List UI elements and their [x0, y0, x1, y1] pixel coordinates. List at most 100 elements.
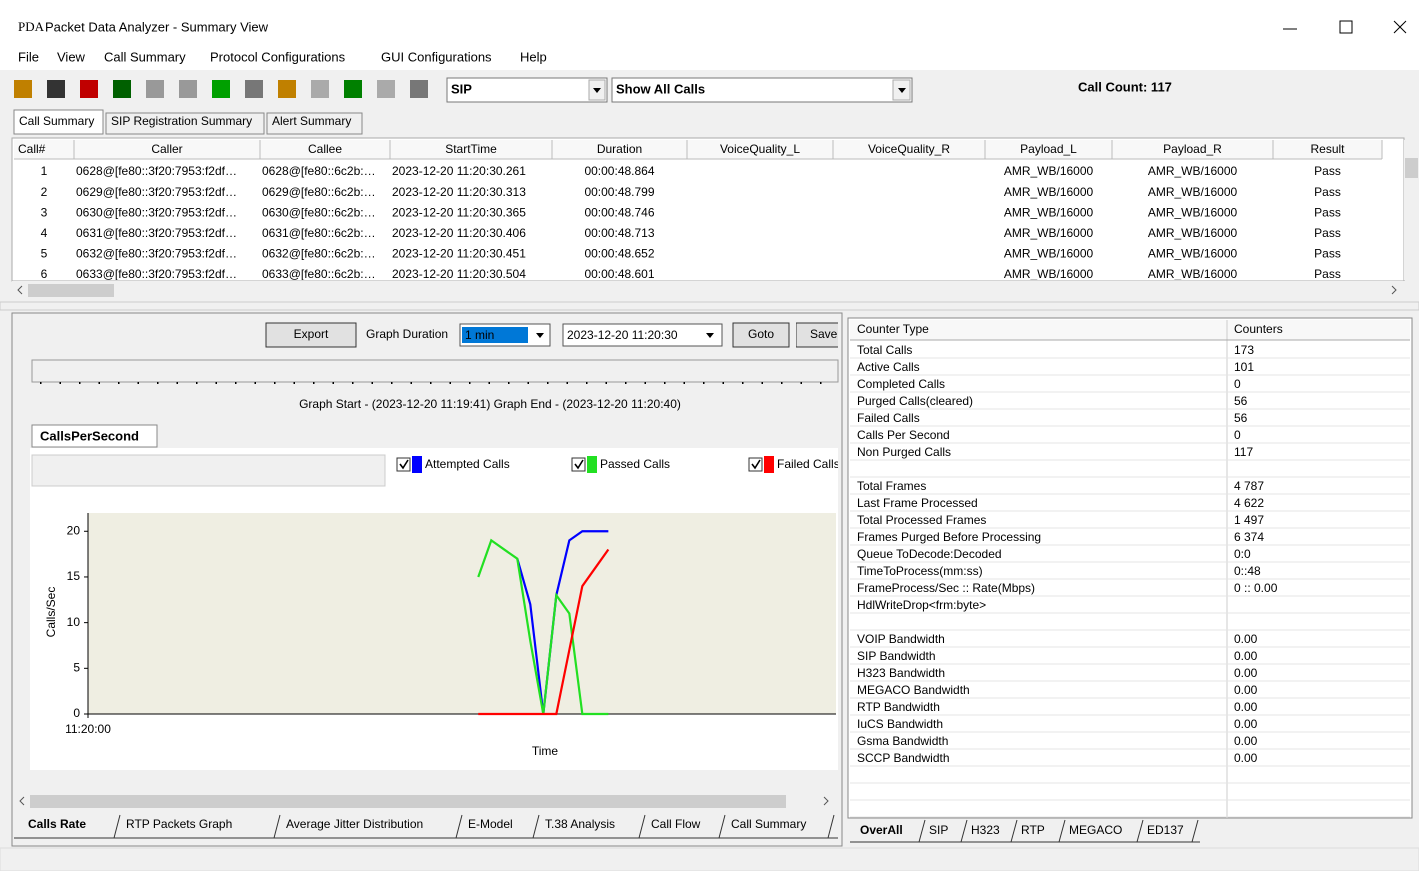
table-cell[interactable]: 5 [41, 247, 48, 261]
table-cell[interactable]: 2023-12-20 11:20:30.313 [392, 185, 526, 199]
toolbar-button[interactable] [410, 80, 428, 98]
graph-bottom-tab[interactable]: Call Flow [651, 817, 701, 831]
stat-tab[interactable]: OverAll [860, 823, 903, 837]
table-cell[interactable]: 2023-12-20 11:20:30.451 [392, 247, 526, 261]
h-scroll-thumb[interactable] [30, 795, 786, 808]
table-cell[interactable]: 0628@[fe80::6c2b:… [262, 164, 376, 178]
tab[interactable] [266, 112, 363, 135]
close-button[interactable] [1393, 20, 1407, 34]
counters-header [850, 320, 1410, 340]
table-cell[interactable]: 0630@[fe80::6c2b:… [262, 205, 376, 219]
toolbar-button[interactable] [113, 80, 131, 98]
menu-item[interactable]: Protocol Configurations [210, 49, 346, 64]
menu-item[interactable]: Help [520, 49, 547, 64]
table-cell[interactable]: AMR_WB/16000 [1148, 205, 1238, 219]
stat-tab[interactable]: MEGACO [1069, 823, 1122, 837]
toolbar-button[interactable] [344, 80, 362, 98]
table-cell[interactable]: Pass [1314, 185, 1341, 199]
table-cell[interactable]: 0631@[fe80::3f20:7953:f2df… [76, 226, 237, 240]
stat-tab[interactable]: RTP [1021, 823, 1045, 837]
table-cell[interactable]: 2 [41, 185, 48, 199]
table-cell[interactable]: 0632@[fe80::3f20:7953:f2df… [76, 247, 237, 261]
table-cell[interactable]: AMR_WB/16000 [1004, 247, 1094, 261]
graph-tab[interactable] [31, 424, 158, 448]
table-cell[interactable]: AMR_WB/16000 [1148, 267, 1238, 281]
table-cell[interactable]: 00:00:48.746 [584, 205, 654, 219]
table-cell[interactable]: 2023-12-20 11:20:30.365 [392, 205, 526, 219]
menu-item[interactable]: View [57, 49, 86, 64]
table-cell[interactable]: Pass [1314, 226, 1341, 240]
menu-item[interactable]: GUI Configurations [381, 49, 492, 64]
stat-tab[interactable]: ED137 [1147, 823, 1184, 837]
save-button[interactable] [796, 322, 856, 348]
table-cell[interactable]: AMR_WB/16000 [1148, 164, 1238, 178]
time-slider[interactable] [31, 359, 839, 383]
toolbar-button[interactable] [377, 80, 395, 98]
table-cell[interactable]: AMR_WB/16000 [1004, 205, 1094, 219]
table-cell[interactable]: 0630@[fe80::3f20:7953:f2df… [76, 205, 237, 219]
toolbar-button[interactable] [14, 80, 32, 98]
table-cell[interactable]: 2023-12-20 11:20:30.261 [392, 164, 526, 178]
table-cell[interactable]: 00:00:48.799 [584, 185, 654, 199]
tab[interactable] [13, 109, 104, 135]
protocol-select[interactable] [446, 77, 608, 103]
stat-tab[interactable]: H323 [971, 823, 1000, 837]
table-cell[interactable]: 00:00:48.601 [584, 267, 654, 281]
table-cell[interactable]: 00:00:48.652 [584, 247, 654, 261]
toolbar-button[interactable] [47, 80, 65, 98]
table-cell[interactable]: AMR_WB/16000 [1004, 164, 1094, 178]
h-scroll-thumb[interactable] [28, 284, 114, 297]
graph-bottom-tab[interactable]: E-Model [468, 817, 513, 831]
legend-checkbox[interactable] [396, 457, 411, 472]
table-cell[interactable]: 2023-12-20 11:20:30.406 [392, 226, 526, 240]
menu-item[interactable]: File [18, 49, 39, 64]
table-cell[interactable]: 0629@[fe80::3f20:7953:f2df… [76, 185, 237, 199]
table-cell[interactable]: 2023-12-20 11:20:30.504 [392, 267, 526, 281]
graph-bottom-tab[interactable]: RTP Packets Graph [126, 817, 232, 831]
table-cell[interactable]: AMR_WB/16000 [1148, 226, 1238, 240]
table-cell[interactable]: AMR_WB/16000 [1004, 185, 1094, 199]
table-cell[interactable]: 00:00:48.864 [584, 164, 654, 178]
toolbar-button[interactable] [80, 80, 98, 98]
legend-checkbox[interactable] [571, 457, 586, 472]
graph-bottom-tab[interactable]: Call Summary [731, 817, 806, 831]
table-cell[interactable]: 0633@[fe80::6c2b:… [262, 267, 376, 281]
toolbar-button[interactable] [245, 80, 263, 98]
stat-tab[interactable]: SIP [929, 823, 948, 837]
export-button[interactable] [265, 322, 357, 348]
table-cell[interactable]: AMR_WB/16000 [1148, 247, 1238, 261]
table-cell[interactable]: 0633@[fe80::3f20:7953:f2df… [76, 267, 237, 281]
table-cell[interactable]: 3 [41, 205, 48, 219]
toolbar-button[interactable] [278, 80, 296, 98]
table-cell[interactable]: Pass [1314, 205, 1341, 219]
table-cell[interactable]: 1 [41, 164, 48, 178]
tab[interactable] [105, 112, 265, 135]
start-select[interactable] [562, 323, 723, 347]
toolbar-button[interactable] [311, 80, 329, 98]
table-cell[interactable]: 4 [41, 226, 48, 240]
table-cell[interactable]: AMR_WB/16000 [1148, 185, 1238, 199]
graph-bottom-tab[interactable]: T.38 Analysis [545, 817, 615, 831]
menu-item[interactable]: Call Summary [104, 49, 186, 64]
table-cell[interactable]: AMR_WB/16000 [1004, 267, 1094, 281]
maximize-button[interactable] [1339, 20, 1353, 34]
table-cell[interactable]: 0631@[fe80::6c2b:… [262, 226, 376, 240]
legend-checkbox[interactable] [748, 457, 763, 472]
counter-cell: 0.00 [1234, 666, 1258, 680]
table-cell[interactable]: 6 [41, 267, 48, 281]
table-cell[interactable]: Pass [1314, 267, 1341, 281]
filter-select[interactable] [611, 77, 913, 103]
graph-bottom-tab[interactable]: Average Jitter Distribution [286, 817, 423, 831]
table-cell[interactable]: AMR_WB/16000 [1004, 226, 1094, 240]
table-cell[interactable]: 00:00:48.713 [584, 226, 654, 240]
table-cell[interactable]: 0632@[fe80::6c2b:… [262, 247, 376, 261]
table-cell[interactable]: Pass [1314, 164, 1341, 178]
toolbar-button[interactable] [146, 80, 164, 98]
toolbar-button[interactable] [212, 80, 230, 98]
goto-button[interactable] [732, 322, 790, 348]
graph-bottom-tab[interactable]: Calls Rate [28, 817, 86, 831]
toolbar-button[interactable] [179, 80, 197, 98]
table-cell[interactable]: 0629@[fe80::6c2b:… [262, 185, 376, 199]
table-cell[interactable]: Pass [1314, 247, 1341, 261]
table-cell[interactable]: 0628@[fe80::3f20:7953:f2df… [76, 164, 237, 178]
